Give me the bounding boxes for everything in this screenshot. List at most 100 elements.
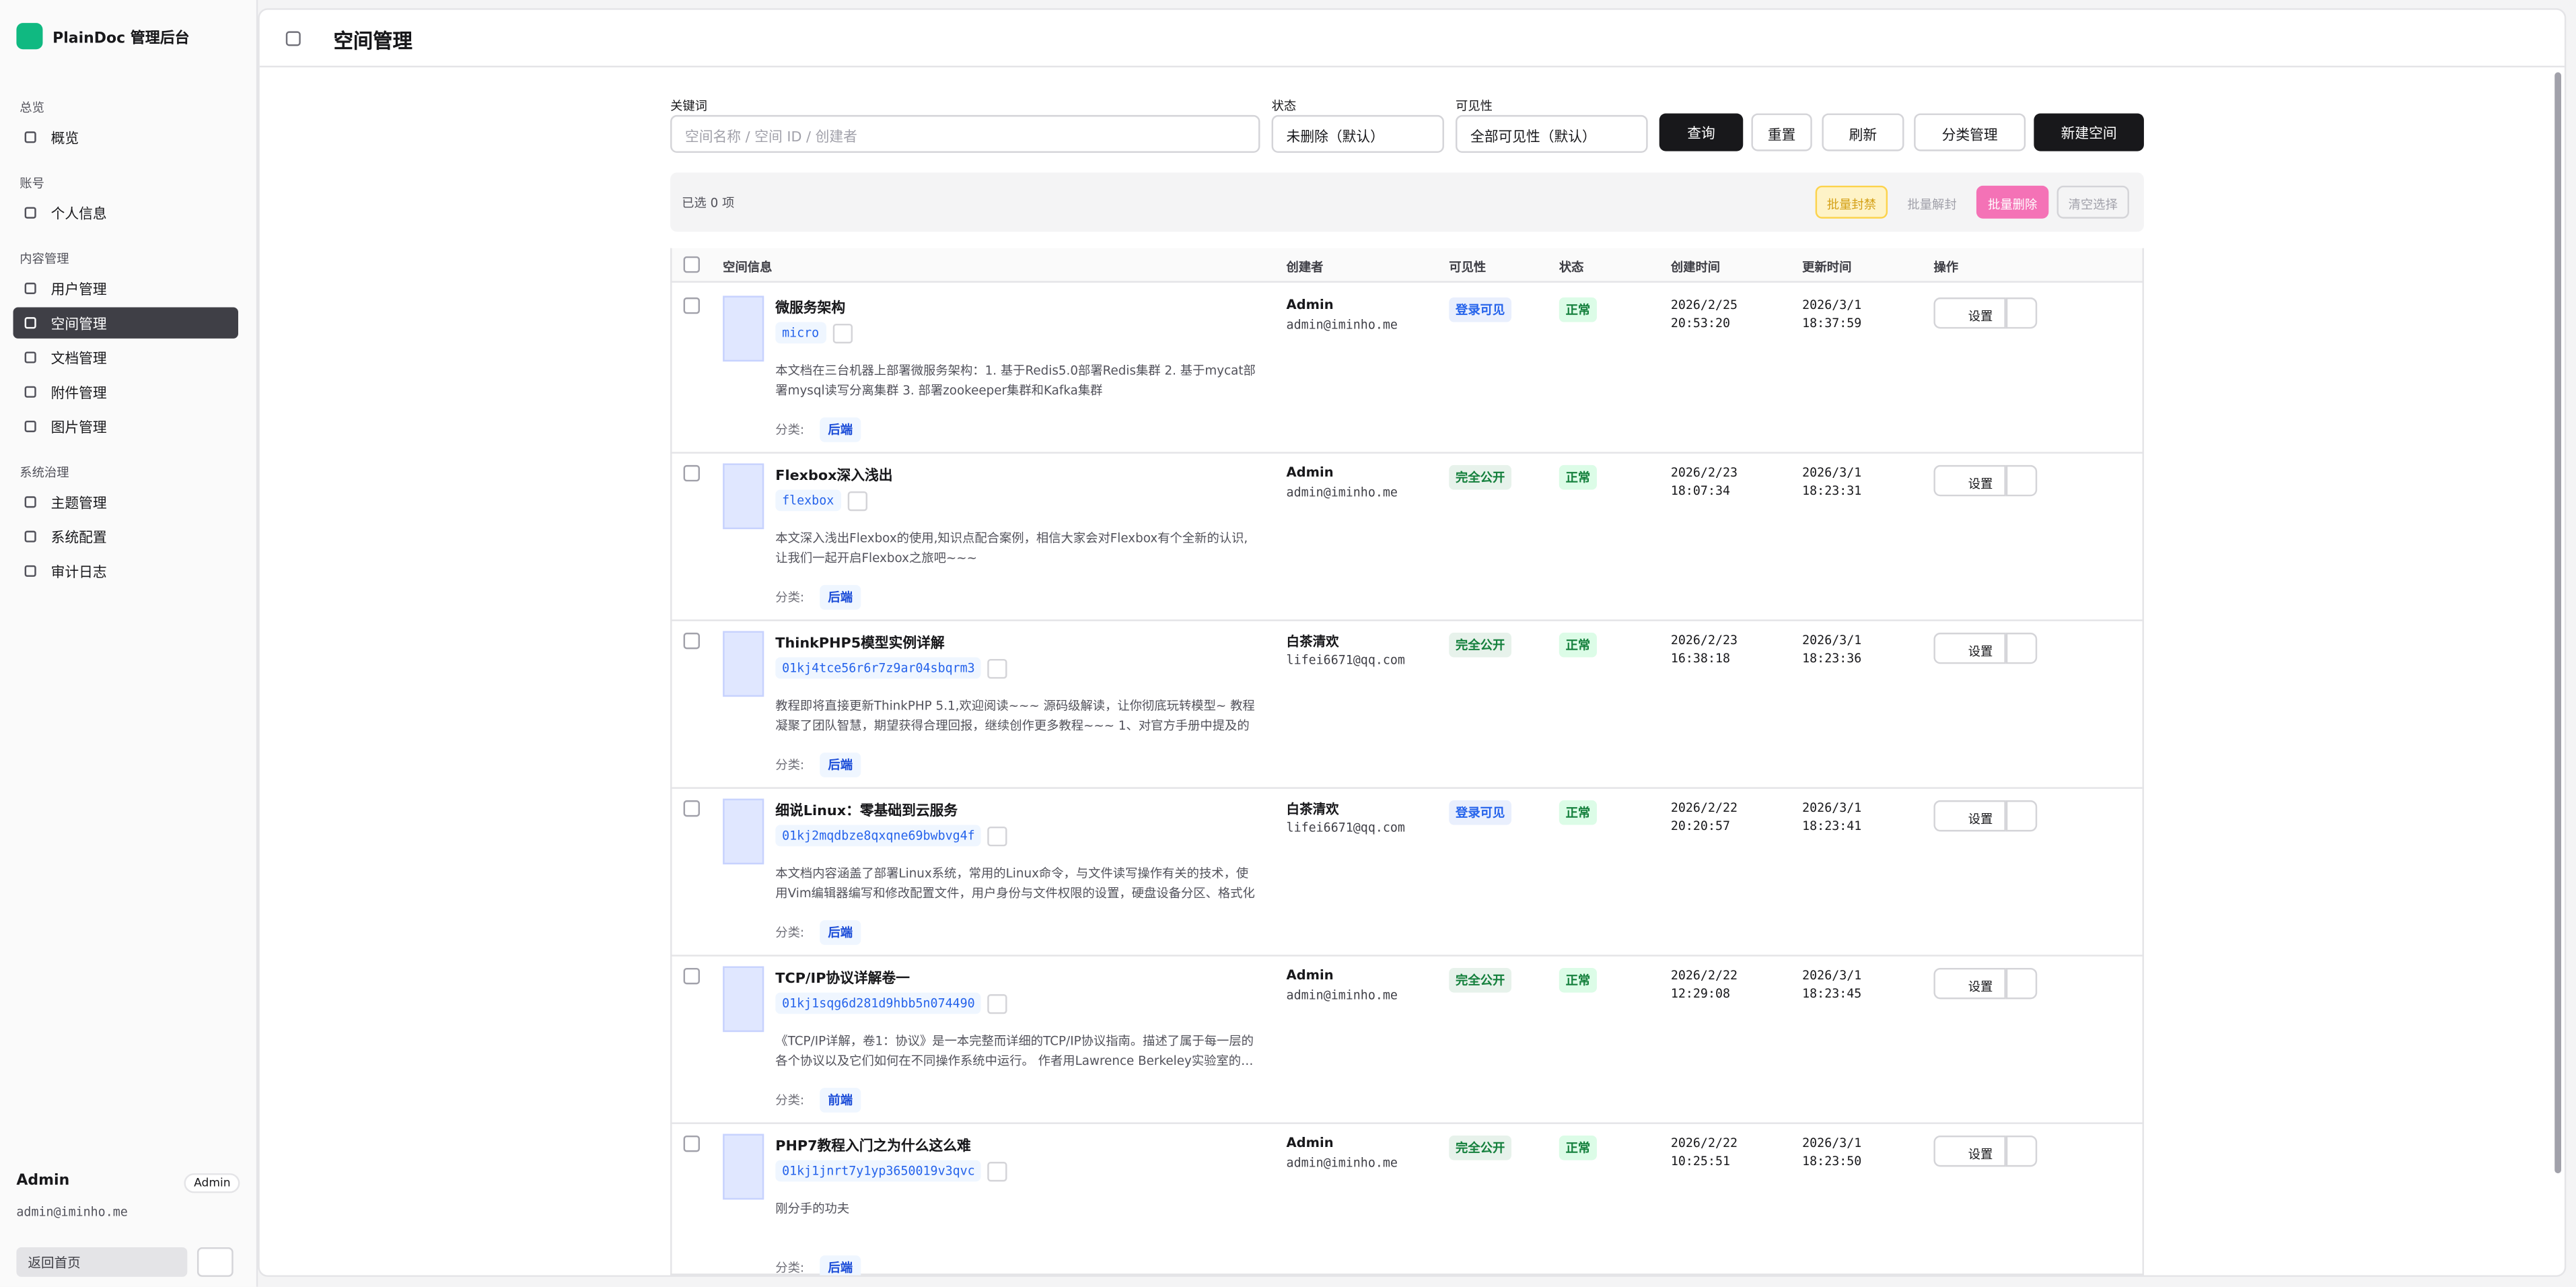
creator-email: lifei6671@qq.com — [1286, 652, 1405, 668]
checkbox[interactable] — [683, 632, 701, 650]
nav-item[interactable]: 主题管理 — [13, 487, 238, 518]
checkbox[interactable] — [683, 464, 701, 482]
checkbox[interactable] — [683, 800, 701, 817]
creator-email: lifei6671@qq.com — [1286, 820, 1405, 835]
creator-name: Admin — [1286, 464, 1334, 480]
creator-email: admin@iminho.me — [1286, 317, 1398, 333]
column-header: 创建时间 — [1670, 259, 1721, 275]
creator-email: admin@iminho.me — [1286, 987, 1398, 1003]
dropdown-button[interactable] — [2005, 967, 2038, 1000]
copy-button[interactable] — [987, 994, 1007, 1014]
nav-label: 主题管理 — [50, 496, 107, 513]
checkbox[interactable] — [683, 256, 701, 273]
row-divider — [670, 1122, 2144, 1124]
nav-label: 图片管理 — [50, 420, 107, 438]
visibility-badge: 登录可见 — [1449, 800, 1512, 825]
dropdown-button[interactable] — [2005, 1135, 2038, 1167]
settings-button[interactable]: 设置 — [1933, 464, 2006, 497]
nav-label: 概览 — [50, 131, 79, 148]
settings-button[interactable]: 设置 — [1933, 632, 2006, 664]
creator-name: 白茶清欢 — [1286, 802, 1339, 817]
category: 后端 — [820, 1255, 861, 1276]
select[interactable]: 未删除（默认） — [1271, 114, 1444, 153]
updated-at: 18:23:36 — [1802, 650, 1862, 666]
dropdown-button[interactable] — [2005, 632, 2038, 664]
toolbar-button[interactable]: 批量删除 — [1976, 185, 2049, 219]
copy-button[interactable] — [987, 826, 1007, 847]
toolbar-button[interactable]: 清空选择 — [2056, 185, 2129, 219]
space-title: 微服务架构 — [775, 300, 846, 318]
dropdown-button[interactable] — [2005, 297, 2038, 329]
nav-label: 系统配置 — [50, 530, 107, 547]
visibility-badge: 完全公开 — [1449, 967, 1512, 993]
updated-at: 2026/3/1 — [1802, 800, 1862, 815]
toolbar — [670, 172, 2144, 232]
nav-item[interactable]: 空间管理 — [13, 307, 238, 339]
nav-icon — [24, 282, 36, 294]
space-title: Flexbox深入浅出 — [775, 468, 893, 485]
input[interactable]: 空间名称 / 空间 ID / 创建者 — [670, 114, 1260, 153]
button[interactable]: 刷新 — [1822, 113, 1904, 151]
page-title: 空间管理 — [333, 29, 413, 53]
created-at: 2026/2/22 — [1670, 967, 1738, 983]
nav-label: 文档管理 — [50, 351, 107, 368]
select[interactable]: 全部可见性（默认） — [1456, 114, 1648, 153]
copy-button[interactable] — [987, 658, 1007, 679]
checkbox[interactable] — [683, 1135, 701, 1152]
nav-item[interactable]: 附件管理 — [13, 376, 238, 407]
settings-button[interactable]: 设置 — [1933, 297, 2006, 329]
category: 后端 — [820, 417, 861, 442]
nav-item[interactable]: 审计日志 — [13, 555, 238, 586]
thumbnail — [723, 798, 764, 865]
dropdown-button[interactable] — [2005, 464, 2038, 497]
nav-item[interactable]: 个人信息 — [13, 197, 238, 228]
created-at: 16:38:18 — [1670, 650, 1731, 666]
nav-item[interactable]: 概览 — [13, 122, 238, 153]
column-header: 更新时间 — [1802, 259, 1852, 275]
nav-label: 空间管理 — [50, 317, 107, 334]
updated-at: 18:23:50 — [1802, 1153, 1862, 1169]
settings-button[interactable]: 设置 — [1933, 1135, 2006, 1167]
description: 刚分手的功夫 — [775, 1201, 850, 1216]
logout[interactable] — [196, 1247, 234, 1277]
description: 《TCP/IP详解，卷1：协议》是一本完整而详细的TCP/IP协议指南。描述了属… — [775, 1033, 1254, 1068]
button[interactable]: 新建空间 — [2034, 113, 2144, 151]
nav-item[interactable]: 系统配置 — [13, 521, 238, 552]
settings-button[interactable]: 设置 — [1933, 967, 2006, 1000]
button[interactable]: 分类管理 — [1914, 113, 2026, 151]
visibility-badge: 完全公开 — [1449, 464, 1512, 490]
settings-button[interactable]: 设置 — [1933, 800, 2006, 832]
toolbar-button[interactable]: 批量封禁 — [1815, 185, 1888, 219]
nav-item[interactable]: 图片管理 — [13, 411, 238, 442]
checkbox[interactable] — [683, 967, 701, 985]
column-header: 创建者 — [1286, 259, 1324, 275]
table-border — [670, 248, 2144, 1276]
selected-count: 已选 0 项 — [682, 195, 735, 211]
nav-item[interactable]: 文档管理 — [13, 342, 238, 373]
column-header: 可见性 — [1449, 259, 1487, 275]
button[interactable]: 重置 — [1751, 113, 1812, 151]
sidebar: PlainDoc 管理后台 总览 概览 账号 个人信息 内容管理 用户管理 空间管理 文档管理附… — [0, 0, 258, 1287]
category-label: 分类: — [775, 1092, 805, 1108]
dropdown-button[interactable] — [2005, 800, 2038, 832]
status-badge: 正常 — [1559, 632, 1597, 658]
button[interactable]: 查询 — [1659, 113, 1744, 151]
copy-button[interactable] — [847, 491, 868, 512]
slug: 01kj1sqg6d281d9hbb5n074490 — [775, 992, 982, 1014]
toggle-icon[interactable] — [285, 31, 301, 46]
toolbar-button[interactable]: 批量解封 — [1907, 197, 1957, 212]
copy-button[interactable] — [832, 323, 853, 344]
back-home[interactable]: 返回首页 — [16, 1247, 188, 1277]
checkbox[interactable] — [683, 297, 701, 314]
copy-button[interactable] — [987, 1162, 1007, 1182]
thumbnail — [723, 295, 764, 362]
status-badge: 正常 — [1559, 1135, 1597, 1160]
created-at: 10:25:51 — [1670, 1153, 1731, 1169]
creator-name: 白茶清欢 — [1286, 634, 1339, 650]
status-badge: 正常 — [1559, 297, 1597, 322]
thumbnail — [723, 631, 764, 697]
updated-at: 2026/3/1 — [1802, 1135, 1862, 1150]
updated-at: 18:37:59 — [1802, 315, 1862, 331]
nav-item[interactable]: 用户管理 — [13, 273, 238, 304]
updated-at: 18:23:41 — [1802, 818, 1862, 833]
